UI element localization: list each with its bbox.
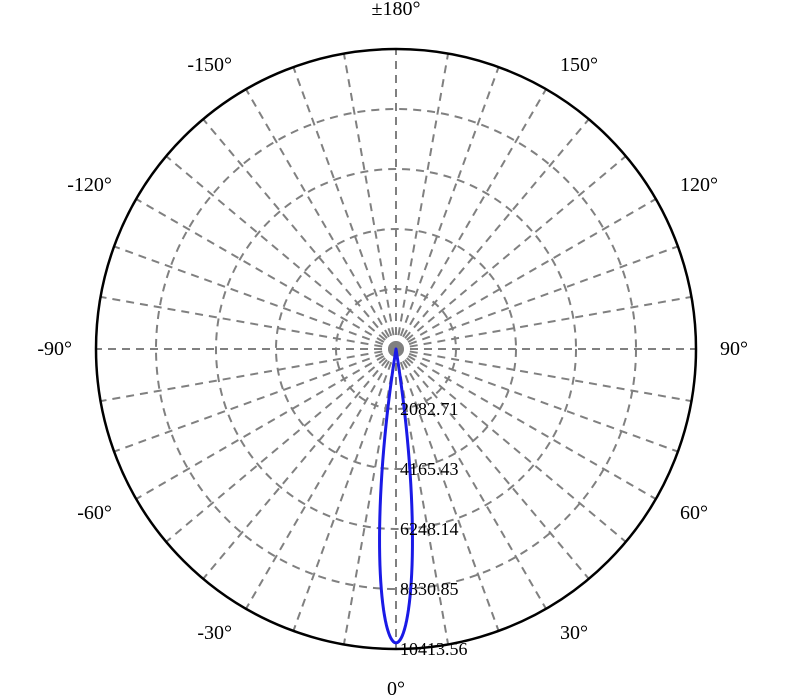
angle-label: -90° (37, 338, 72, 360)
radial-label: 8330.85 (400, 579, 459, 599)
angle-label: 150° (560, 54, 598, 76)
radial-label: 2082.71 (400, 399, 459, 419)
angle-label: -60° (77, 502, 112, 524)
angle-label: -150° (187, 54, 232, 76)
angle-label: 0° (387, 678, 405, 699)
angle-label: 30° (560, 622, 588, 644)
radial-label: 6248.14 (400, 519, 459, 539)
angle-label: 60° (680, 502, 708, 524)
radial-label: 10413.56 (400, 639, 468, 659)
angle-label: -30° (197, 622, 232, 644)
angle-label: 120° (680, 174, 718, 196)
radial-label: 4165.43 (400, 459, 459, 479)
polar-chart: 2082.71 4165.43 6248.14 8330.85 10413.56 0° 30… (0, 0, 792, 699)
angle-label: ±180° (372, 0, 421, 20)
angle-label: 90° (720, 338, 748, 360)
angle-label: -120° (67, 174, 112, 196)
